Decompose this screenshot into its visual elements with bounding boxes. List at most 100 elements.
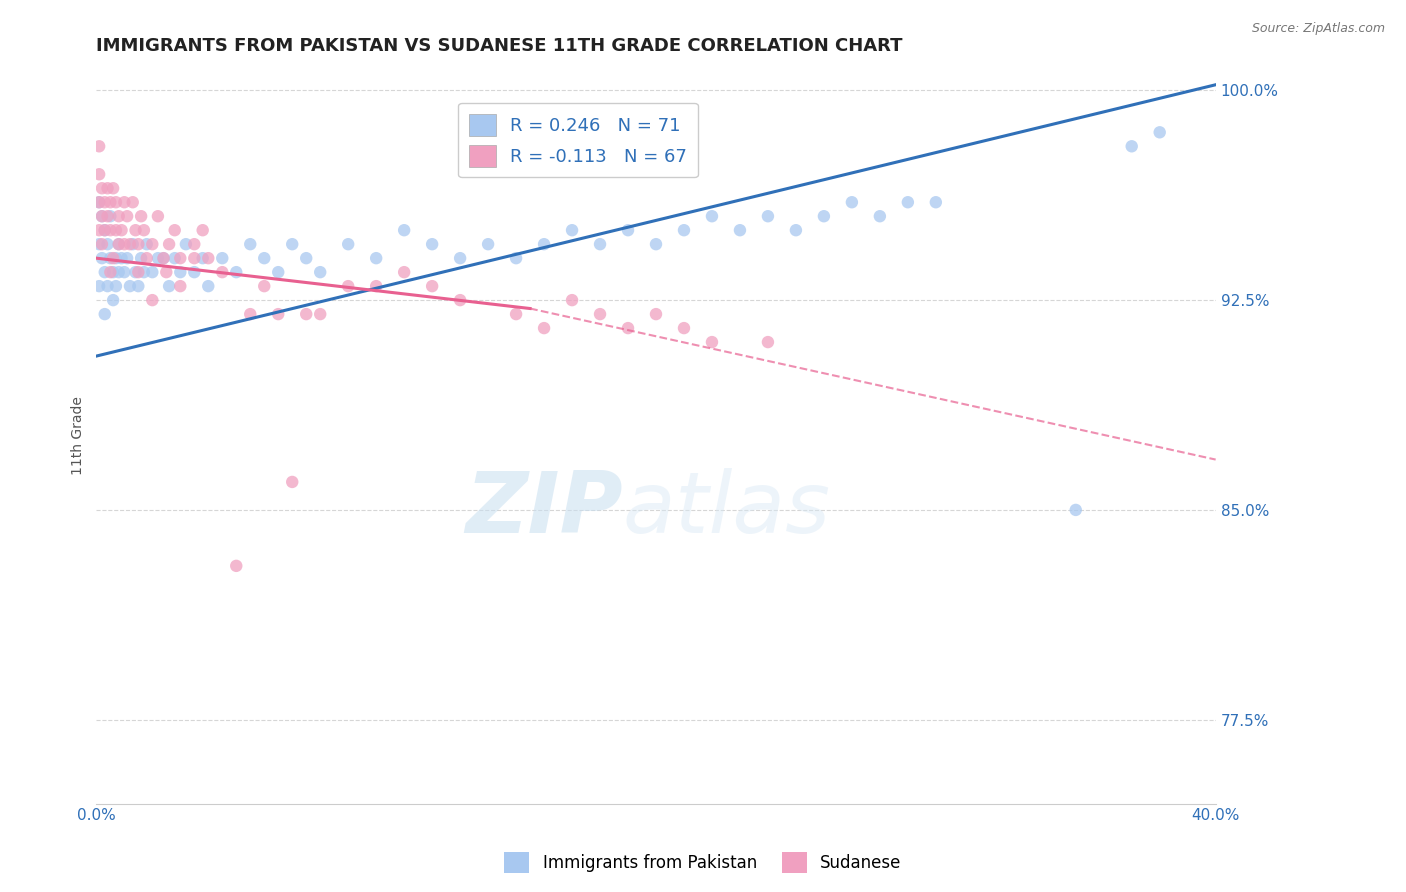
Point [132, 265, 155, 279]
Point [897, 195, 920, 210]
Point [110, 223, 132, 237]
Point [281, 475, 304, 489]
Point [392, 223, 415, 237]
Point [93, 223, 115, 237]
Point [533, 237, 555, 252]
Point [127, 265, 149, 279]
Point [1064, 503, 1087, 517]
Point [91, 209, 114, 223]
Point [93, 265, 115, 279]
Point [89, 279, 111, 293]
Point [295, 307, 318, 321]
Point [505, 307, 527, 321]
Point [267, 307, 290, 321]
Point [337, 279, 360, 293]
Point [121, 237, 143, 252]
Point [211, 265, 233, 279]
Point [152, 251, 174, 265]
Point [420, 237, 443, 252]
Point [309, 265, 332, 279]
Point [157, 279, 180, 293]
Point [267, 265, 290, 279]
Point [104, 251, 127, 265]
Point [89, 195, 111, 210]
Point [107, 265, 129, 279]
Point [309, 307, 332, 321]
Point [135, 237, 157, 252]
Text: ZIP: ZIP [465, 468, 623, 551]
Point [756, 209, 779, 223]
Point [617, 321, 640, 335]
Text: IMMIGRANTS FROM PAKISTAN VS SUDANESE 11TH GRADE CORRELATION CHART: IMMIGRANTS FROM PAKISTAN VS SUDANESE 11T… [97, 37, 903, 55]
Text: Source: ZipAtlas.com: Source: ZipAtlas.com [1251, 22, 1385, 36]
Point [169, 279, 191, 293]
Point [93, 223, 115, 237]
Point [1121, 139, 1143, 153]
Point [93, 195, 115, 210]
Point [129, 209, 152, 223]
Point [645, 307, 668, 321]
Point [152, 251, 174, 265]
Point [756, 335, 779, 350]
Point [141, 265, 163, 279]
Point [197, 279, 219, 293]
Point [420, 279, 443, 293]
Point [672, 223, 695, 237]
Point [93, 307, 115, 321]
Point [91, 209, 114, 223]
Point [91, 181, 114, 195]
Point [129, 251, 152, 265]
Point [107, 237, 129, 252]
Point [728, 223, 751, 237]
Point [366, 251, 388, 265]
Point [253, 279, 276, 293]
Point [449, 293, 471, 307]
Point [96, 181, 118, 195]
Text: atlas: atlas [623, 468, 831, 551]
Point [98, 195, 121, 210]
Point [561, 293, 583, 307]
Point [98, 265, 121, 279]
Point [96, 279, 118, 293]
Point [107, 209, 129, 223]
Point [89, 195, 111, 210]
Point [163, 223, 186, 237]
Point [112, 195, 135, 210]
Point [101, 251, 124, 265]
Point [700, 209, 723, 223]
Point [155, 265, 177, 279]
Point [700, 335, 723, 350]
Point [672, 321, 695, 335]
Point [96, 209, 118, 223]
Point [118, 237, 141, 252]
Point [841, 195, 863, 210]
Point [366, 279, 388, 293]
Point [89, 223, 111, 237]
Point [253, 251, 276, 265]
Y-axis label: 11th Grade: 11th Grade [72, 396, 86, 475]
Point [98, 223, 121, 237]
Point [121, 195, 143, 210]
Point [91, 237, 114, 252]
Point [211, 251, 233, 265]
Point [337, 237, 360, 252]
Point [617, 223, 640, 237]
Point [96, 237, 118, 252]
Point [157, 237, 180, 252]
Point [869, 209, 891, 223]
Point [925, 195, 948, 210]
Point [141, 237, 163, 252]
Point [183, 251, 205, 265]
Point [225, 265, 247, 279]
Point [239, 237, 262, 252]
Point [104, 279, 127, 293]
Point [118, 279, 141, 293]
Point [107, 237, 129, 252]
Point [146, 209, 169, 223]
Point [449, 251, 471, 265]
Point [561, 223, 583, 237]
Point [183, 265, 205, 279]
Point [295, 251, 318, 265]
Point [89, 237, 111, 252]
Point [645, 237, 668, 252]
